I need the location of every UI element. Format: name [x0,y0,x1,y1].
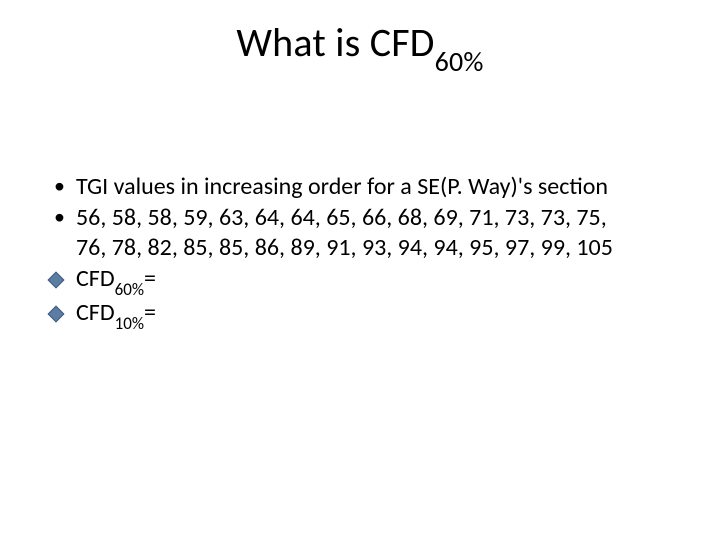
cfd10-label: CFD [76,298,115,327]
title-main: What is CFD [236,18,434,67]
slide-title: What is CFD60% [0,18,720,73]
slide-body: TGI values in increasing order for a SE(… [48,172,672,331]
cfd60-eq: = [144,264,156,293]
bullet-item-1: TGI values in increasing order for a SE(… [48,172,672,203]
cfd10-subscript: 10% [115,313,144,334]
bullet-item-2: 56, 58, 58, 59, 63, 64, 64, 65, 66, 68, … [48,203,672,234]
bullet-2-continuation: 76, 78, 82, 85, 85, 86, 89, 91, 93, 94, … [48,233,672,264]
bullet-2-text: 56, 58, 58, 59, 63, 64, 64, 65, 66, 68, … [76,203,607,232]
cfd60-label: CFD [76,264,115,293]
cfd10-eq: = [144,298,156,327]
bullet-2-cont-text: 76, 78, 82, 85, 85, 86, 89, 91, 93, 94, … [76,233,613,262]
diamond-item-2: CFD10%= [48,298,672,332]
title-subscript: 60% [435,44,484,79]
diamond-item-1: CFD60%= [48,264,672,298]
bullet-1-text: TGI values in increasing order for a SE(… [76,172,608,201]
slide: What is CFD60% TGI values in increasing … [0,0,720,540]
